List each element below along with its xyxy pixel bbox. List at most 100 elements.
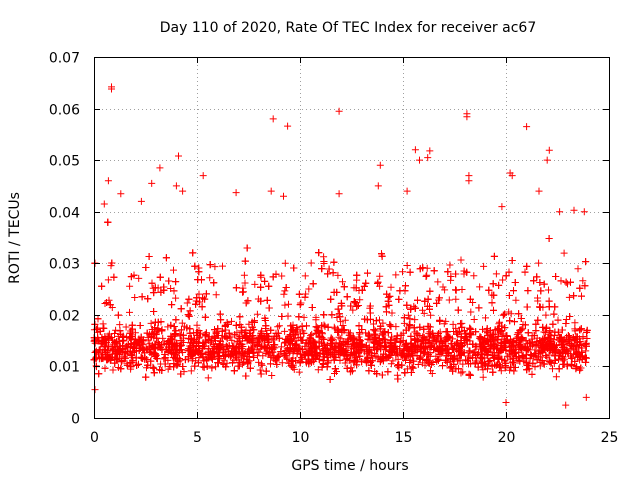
data-point-marker <box>457 369 465 377</box>
data-point-marker <box>99 324 107 332</box>
data-point-marker <box>219 262 226 270</box>
data-point-marker <box>356 337 364 345</box>
data-point-marker <box>150 308 158 315</box>
data-point-marker <box>366 309 374 317</box>
data-point-marker <box>150 289 158 297</box>
data-point-marker <box>555 365 563 373</box>
data-point-marker <box>555 355 562 363</box>
data-point-marker <box>528 338 536 346</box>
data-point-marker <box>549 365 556 373</box>
data-point-marker <box>560 361 568 368</box>
data-point-marker <box>98 338 106 346</box>
data-point-marker <box>136 322 144 329</box>
data-point-marker <box>528 370 536 378</box>
data-point-marker <box>534 316 542 324</box>
data-point-marker <box>433 299 441 307</box>
data-point-marker <box>162 254 170 262</box>
data-point-marker <box>460 339 468 347</box>
chart-title: Day 110 of 2020, Rate Of TEC Index for r… <box>160 20 536 36</box>
data-point-marker <box>154 318 162 326</box>
data-point-marker <box>195 347 203 354</box>
data-point-marker <box>449 320 457 328</box>
data-point-marker <box>92 347 100 355</box>
data-point-marker <box>355 322 363 330</box>
data-point-marker <box>357 340 365 348</box>
data-point-marker <box>414 296 421 304</box>
data-point-marker <box>571 327 579 335</box>
data-point-marker <box>456 356 464 364</box>
data-point-marker <box>202 290 210 298</box>
data-point-marker <box>341 359 349 367</box>
data-point-marker <box>241 279 249 287</box>
data-point-marker <box>260 342 268 350</box>
data-point-marker <box>366 302 374 310</box>
data-point-marker <box>261 314 269 322</box>
data-point-marker <box>312 323 320 331</box>
data-point-marker <box>128 321 136 329</box>
data-point-marker <box>116 321 124 329</box>
data-point-marker <box>253 310 261 318</box>
data-point-marker <box>541 329 549 337</box>
data-point-marker <box>293 340 301 348</box>
data-point-marker <box>388 333 396 341</box>
data-point-marker <box>556 349 564 357</box>
data-point-marker <box>545 235 553 242</box>
data-point-marker <box>204 374 212 382</box>
data-point-marker <box>122 323 130 331</box>
data-point-marker <box>327 337 335 345</box>
data-point-marker <box>384 297 392 305</box>
data-point-marker <box>522 337 530 345</box>
data-point-marker <box>387 340 395 348</box>
data-point-marker <box>195 290 203 298</box>
data-point-marker <box>395 295 403 303</box>
data-point-marker <box>132 354 140 362</box>
data-point-marker <box>566 313 574 320</box>
data-point-marker <box>101 300 109 307</box>
data-point-marker <box>427 361 435 368</box>
data-point-marker <box>242 299 250 307</box>
data-point-marker <box>131 294 139 301</box>
data-point-marker <box>494 360 501 368</box>
data-point-marker <box>383 290 391 298</box>
data-point-marker <box>363 316 371 324</box>
data-point-marker <box>257 335 265 343</box>
data-point-marker <box>358 358 366 366</box>
data-point-marker <box>265 282 273 290</box>
data-point-marker <box>476 283 484 291</box>
data-point-marker <box>505 351 513 359</box>
data-point-marker <box>376 339 384 347</box>
data-point-marker <box>231 347 238 355</box>
data-point-marker <box>166 363 174 370</box>
data-point-marker <box>466 295 474 303</box>
data-point-marker <box>495 349 503 357</box>
data-point-marker <box>119 342 126 350</box>
data-point-marker <box>108 259 116 267</box>
data-point-marker <box>420 334 428 342</box>
data-point-marker <box>576 284 584 292</box>
data-point-marker <box>184 311 192 319</box>
data-point-marker <box>542 325 550 332</box>
data-point-marker <box>150 369 158 377</box>
data-point-marker <box>552 373 560 381</box>
data-point-marker <box>523 303 531 311</box>
data-point-marker <box>437 334 445 342</box>
data-point-marker <box>334 271 342 279</box>
data-point-marker <box>334 327 342 335</box>
data-point-marker <box>221 321 229 329</box>
data-point-marker <box>341 316 349 324</box>
data-point-marker <box>212 291 220 299</box>
data-point-marker <box>208 364 216 372</box>
data-point-marker <box>358 286 366 294</box>
data-point-marker <box>318 363 326 371</box>
data-point-marker <box>508 257 516 264</box>
data-point-marker <box>536 337 544 344</box>
data-point-marker <box>440 320 448 328</box>
data-point-marker <box>186 307 194 315</box>
data-point-marker <box>329 269 337 277</box>
data-point-marker <box>494 352 502 360</box>
data-point-marker <box>95 370 103 378</box>
data-point-marker <box>228 336 236 344</box>
data-point-marker <box>446 261 454 269</box>
data-point-marker <box>403 262 411 269</box>
data-point-marker <box>281 352 289 360</box>
